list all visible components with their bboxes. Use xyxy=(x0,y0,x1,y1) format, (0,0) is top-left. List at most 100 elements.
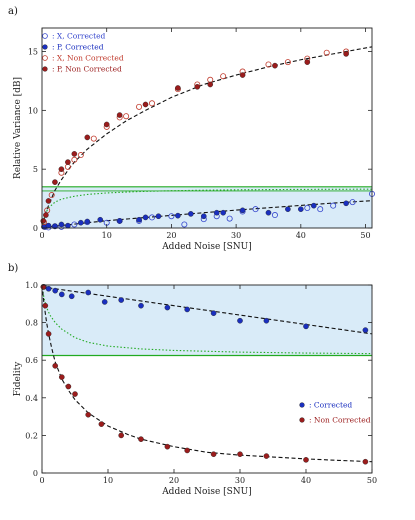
panel-b-x-tick-label: 10 xyxy=(103,476,113,485)
panel-a-point xyxy=(226,215,233,222)
panel-a-point xyxy=(52,179,58,185)
panel-a-point xyxy=(304,204,311,211)
panel-a-point xyxy=(343,200,349,207)
panel-b-point xyxy=(118,432,124,439)
panel-a-point xyxy=(181,221,188,228)
panel-a-legend-marker xyxy=(42,33,48,39)
panel-a-legend-label: : X, Non Corrected xyxy=(52,54,124,63)
panel-a-point xyxy=(310,202,317,209)
panel-a-point xyxy=(71,221,78,228)
panel-a-shaded-region xyxy=(42,186,372,228)
panel-a-point xyxy=(271,212,278,219)
panel-a-x-tick-label: 0 xyxy=(39,231,44,240)
panel-a-point xyxy=(220,73,227,80)
panel-a-y-tick-label: 5 xyxy=(33,165,38,174)
panel-b-point xyxy=(72,391,78,397)
panel-a-point xyxy=(52,223,58,230)
panel-a-chart: 0 10 20 30 40 50 0 5 10 15 Added Noise [SNU] Relati… xyxy=(8,6,375,252)
panel-b-chart: 0 10 20 30 40 50 0 0.2 0.4 0.6 0.8 1.0 Added Noise [… xyxy=(8,263,377,497)
panel-a-legend-label: : X, Corrected xyxy=(52,32,106,41)
panel-a-point xyxy=(188,211,194,217)
panel-b-legend-label: : Non Corrected xyxy=(309,416,371,425)
panel-b-y-tick-label: 0.4 xyxy=(25,394,38,403)
panel-a-point xyxy=(48,192,55,199)
panel-a-point xyxy=(136,103,143,110)
panel-a-point xyxy=(136,216,142,223)
panel-a-legend: : X, Corrected : P, Corrected : X, Non Cor… xyxy=(42,32,124,74)
panel-b-series-2 xyxy=(40,284,369,465)
panel-a-point xyxy=(40,218,47,224)
panel-a-point xyxy=(58,166,65,172)
panel-a-point xyxy=(220,209,226,216)
panel-b-point xyxy=(59,291,65,298)
panel-b-dotted-curve xyxy=(41,284,373,355)
panel-b-point xyxy=(184,306,190,313)
panel-b-legend-marker xyxy=(299,402,305,408)
panel-b-point xyxy=(263,453,270,459)
panel-a-x-tick-label: 50 xyxy=(360,231,370,240)
panel-a-point xyxy=(200,213,207,220)
panel-a-point xyxy=(330,202,337,209)
panel-b-point xyxy=(65,383,72,390)
panel-b-point xyxy=(362,327,369,333)
panel-a-point xyxy=(343,51,349,57)
panel-a-point xyxy=(45,222,52,229)
panel-b-point xyxy=(138,302,144,309)
panel-a-y-tick-label: 0 xyxy=(33,224,38,233)
panel-a-y-tick-label: 15 xyxy=(28,48,38,57)
panel-b-panel-label: b) xyxy=(8,263,18,274)
panel-a-point xyxy=(168,213,175,220)
panel-a-x-tick-label: 30 xyxy=(231,231,241,240)
panel-b-y-tick-label: 0.6 xyxy=(25,356,38,365)
panel-a-legend-marker xyxy=(42,66,48,72)
panel-a-x-tick-label: 20 xyxy=(166,231,176,240)
panel-a-point xyxy=(71,151,78,157)
panel-b-legend-label: : Corrected xyxy=(309,401,352,410)
panel-a-x-tick-label: 40 xyxy=(296,231,306,240)
panel-b-point xyxy=(184,447,190,454)
panel-a-legend-label: : P, Non Corrected xyxy=(52,65,122,74)
panel-a-point xyxy=(207,76,214,83)
panel-b-point xyxy=(45,285,52,292)
panel-b-point xyxy=(210,451,217,458)
panel-a-point xyxy=(65,159,71,165)
panel-a-point xyxy=(252,206,259,213)
panel-a-legend-label: : P, Corrected xyxy=(52,43,104,52)
panel-a-legend-marker xyxy=(42,55,48,61)
panel-a-point xyxy=(45,198,52,204)
panel-b-point xyxy=(45,331,52,337)
panel-a-point xyxy=(148,214,155,221)
panel-a-point xyxy=(175,85,181,91)
panel-a-point xyxy=(116,218,123,224)
panel-b-x-tick-label: 30 xyxy=(235,476,245,485)
panel-a-point xyxy=(284,59,291,66)
panel-a-point xyxy=(239,72,246,78)
panel-b-x-axis-label: Added Noise [SNU] xyxy=(161,487,252,497)
panel-a-point xyxy=(304,59,311,65)
panel-b-point xyxy=(52,287,59,294)
panel-b-y-tick-label: 1.0 xyxy=(25,281,38,290)
panel-a-point xyxy=(265,61,272,68)
panel-b-point xyxy=(164,443,171,450)
panel-b-y-tick-label: 0 xyxy=(33,469,38,478)
panel-a-point xyxy=(78,219,84,226)
panel-b-shaded-region xyxy=(42,285,372,356)
panel-b-x-tick-label: 40 xyxy=(301,476,311,485)
panel-b-legend: : Corrected : Non Corrected xyxy=(299,401,371,425)
panel-b-axes-frame xyxy=(41,284,373,474)
panel-b-point xyxy=(237,451,243,458)
panel-a-point xyxy=(239,207,246,214)
panel-a-point xyxy=(84,218,91,225)
panel-a-point xyxy=(71,156,78,163)
panel-b-point xyxy=(118,297,124,303)
panel-a-legend-marker xyxy=(42,44,48,50)
panel-a-panel-label: a) xyxy=(8,6,18,17)
panel-a-point xyxy=(155,213,162,220)
panel-a-point xyxy=(97,216,104,223)
panel-b-point xyxy=(303,323,309,330)
panel-a-point xyxy=(272,62,278,69)
panel-a-x-tick-label: 10 xyxy=(102,231,112,240)
panel-a-point xyxy=(175,212,181,219)
panel-b-point xyxy=(42,302,49,309)
